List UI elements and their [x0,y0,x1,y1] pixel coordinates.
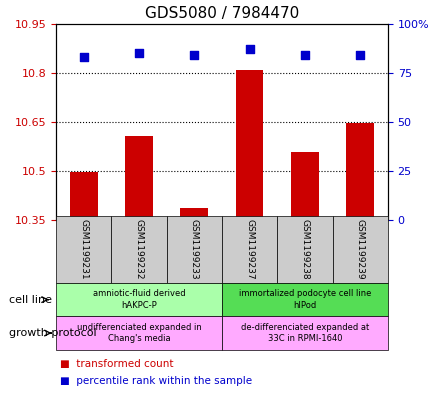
Point [135,50,142,56]
Text: undifferenciated expanded in
Chang's media: undifferenciated expanded in Chang's med… [77,323,201,343]
Text: ■  transformed count: ■ transformed count [60,358,173,369]
Text: GSM1199237: GSM1199237 [245,219,254,280]
Text: GSM1199238: GSM1199238 [300,219,309,280]
Text: amniotic-fluid derived
hAKPC-P: amniotic-fluid derived hAKPC-P [92,289,185,310]
Text: immortalized podocyte cell line
hIPod: immortalized podocyte cell line hIPod [238,289,370,310]
Text: ■  percentile rank within the sample: ■ percentile rank within the sample [60,376,252,386]
Text: cell line: cell line [9,295,52,305]
Point [356,52,363,58]
Bar [125,136,153,220]
Bar [346,123,373,220]
Text: growth protocol: growth protocol [9,328,96,338]
Text: GSM1199232: GSM1199232 [134,219,143,280]
Bar [70,172,97,220]
Title: GDS5080 / 7984470: GDS5080 / 7984470 [144,6,298,21]
Point [80,54,87,60]
Point [190,52,197,58]
Text: de-differenciated expanded at
33C in RPMI-1640: de-differenciated expanded at 33C in RPM… [240,323,368,343]
Text: GSM1199239: GSM1199239 [355,219,364,280]
Bar [180,208,208,220]
Bar [290,152,318,220]
Text: GSM1199233: GSM1199233 [189,219,198,280]
Bar [235,70,263,220]
Point [301,52,308,58]
Text: GSM1199231: GSM1199231 [79,219,88,280]
Point [246,46,252,52]
